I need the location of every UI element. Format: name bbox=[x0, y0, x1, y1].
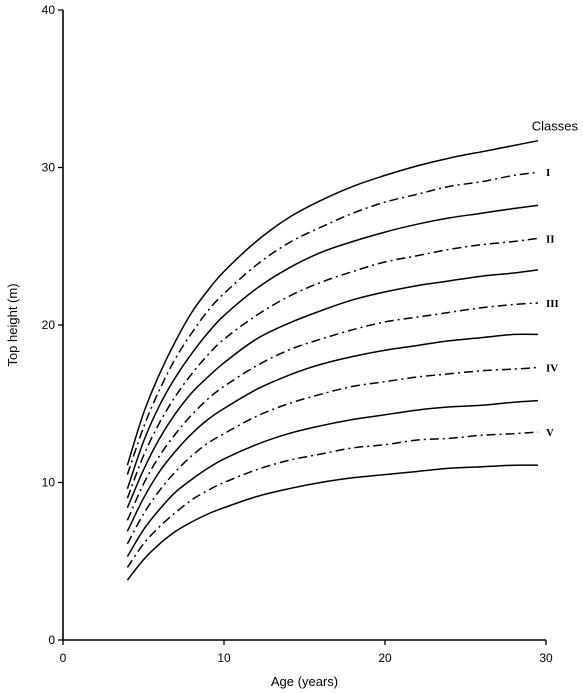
y-tick-label: 40 bbox=[42, 3, 56, 17]
class-curve-IV bbox=[126, 366, 539, 545]
y-tick-label: 20 bbox=[42, 318, 56, 332]
classes-title: Classes bbox=[532, 119, 579, 134]
y-axis-label: Top height (m) bbox=[5, 283, 20, 366]
x-axis-label: Age (years) bbox=[271, 674, 338, 689]
boundary-curve bbox=[126, 464, 539, 581]
boundary-curve bbox=[126, 333, 539, 532]
x-tick-label: 20 bbox=[378, 651, 392, 665]
class-curve-I bbox=[126, 171, 539, 475]
boundary-curve bbox=[126, 269, 539, 508]
class-curve-III bbox=[126, 302, 539, 521]
class-label-I: I bbox=[546, 167, 550, 179]
class-curve-V bbox=[126, 431, 539, 568]
axes bbox=[62, 10, 546, 641]
class-label-III: III bbox=[546, 298, 559, 310]
class-label-IV: IV bbox=[546, 363, 558, 375]
y-tick-label: 0 bbox=[48, 633, 55, 647]
boundary-curve bbox=[126, 139, 539, 466]
boundary-curve bbox=[126, 204, 539, 490]
class-label-V: V bbox=[546, 427, 554, 439]
x-tick-label: 10 bbox=[217, 651, 231, 665]
curves bbox=[126, 139, 539, 581]
boundary-curve bbox=[126, 399, 539, 557]
x-tick-label: 30 bbox=[539, 651, 553, 665]
class-curve-II bbox=[126, 237, 539, 499]
y-tick-label: 10 bbox=[42, 476, 56, 490]
tick-marks bbox=[58, 9, 547, 645]
class-label-II: II bbox=[546, 233, 555, 245]
y-tick-label: 30 bbox=[42, 161, 56, 175]
x-tick-label: 0 bbox=[60, 651, 67, 665]
tick-labels: 0 10 20 30 40 0 10 20 30 bbox=[42, 3, 553, 665]
